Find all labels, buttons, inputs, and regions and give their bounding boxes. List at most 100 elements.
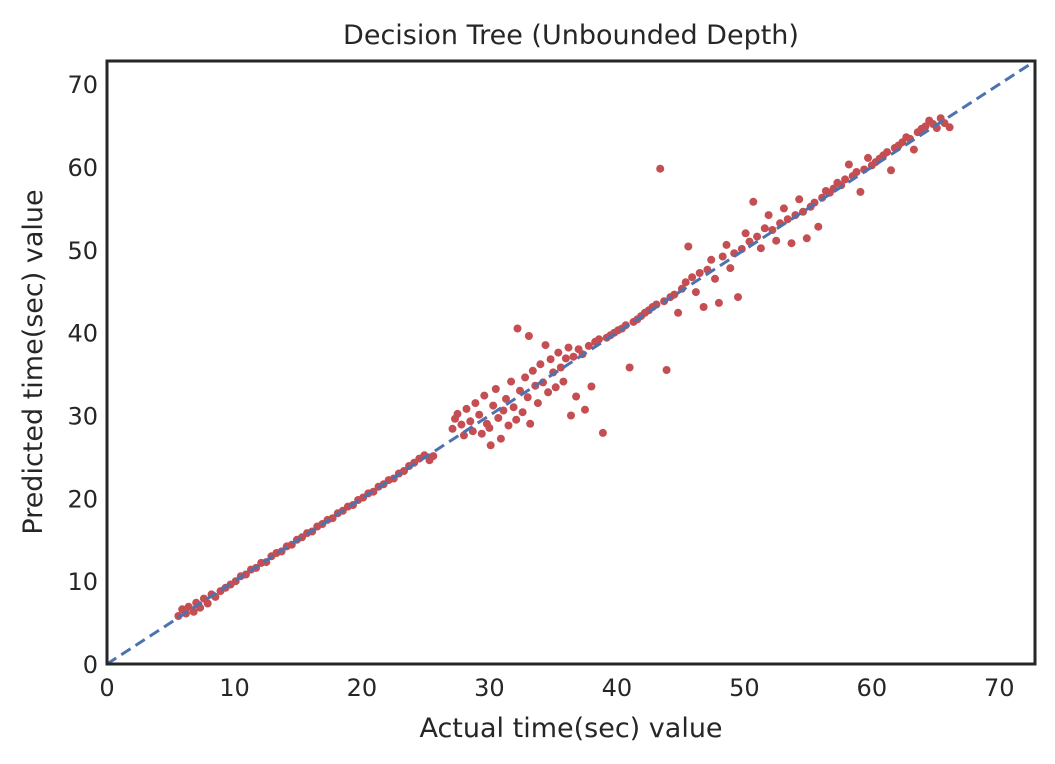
data-point <box>486 441 495 450</box>
data-point <box>864 153 872 162</box>
data-point <box>567 411 575 420</box>
y-tick-label: 60 <box>67 154 98 182</box>
data-point <box>561 354 570 363</box>
x-tick-label: 60 <box>857 674 888 702</box>
data-point <box>512 415 521 424</box>
data-point <box>480 391 489 400</box>
data-point <box>494 414 503 422</box>
data-point <box>787 239 796 248</box>
data-point <box>714 298 723 307</box>
data-point <box>844 160 853 169</box>
chart-title: Decision Tree (Unbounded Depth) <box>343 20 799 51</box>
data-point <box>764 211 773 220</box>
data-point <box>504 421 513 430</box>
data-point <box>772 236 781 245</box>
x-tick-label: 50 <box>729 674 760 702</box>
y-tick-label: 0 <box>83 651 98 679</box>
data-point <box>453 409 462 418</box>
data-point <box>841 175 850 184</box>
reference-line <box>106 59 1036 666</box>
data-point <box>462 404 471 413</box>
data-point <box>945 123 954 132</box>
y-axis-title: Predicted time(sec) value <box>18 189 49 534</box>
data-point <box>466 417 475 426</box>
data-point <box>536 360 545 369</box>
y-tick-label: 10 <box>67 568 98 596</box>
data-point <box>559 377 568 386</box>
data-point <box>457 420 466 429</box>
data-point <box>753 232 762 241</box>
data-point <box>887 166 895 175</box>
data-point <box>581 405 589 414</box>
data-point <box>707 255 716 264</box>
data-point <box>485 423 494 432</box>
data-point <box>662 366 671 374</box>
data-point <box>475 410 484 419</box>
data-point <box>756 244 765 253</box>
data-point <box>684 242 693 251</box>
x-axis-ticks: 0 10 20 30 40 50 60 70 <box>99 674 1014 702</box>
y-axis-ticks: 0 10 20 30 40 50 60 70 <box>67 71 98 679</box>
x-tick-label: 10 <box>219 674 250 702</box>
x-tick-label: 20 <box>347 674 378 702</box>
data-point <box>598 428 607 437</box>
data-point <box>814 222 823 231</box>
y-tick-label: 50 <box>67 237 98 265</box>
data-point <box>524 332 533 340</box>
x-tick-label: 70 <box>984 674 1015 702</box>
data-point <box>521 373 530 382</box>
data-point <box>779 204 788 213</box>
data-point <box>688 273 697 282</box>
data-point <box>584 341 593 350</box>
data-point <box>681 278 690 287</box>
data-point <box>513 324 522 333</box>
data-point <box>852 168 861 176</box>
data-point <box>674 308 683 317</box>
y-tick-label: 20 <box>67 485 98 513</box>
data-point <box>491 385 500 393</box>
data-point <box>695 269 704 277</box>
data-point <box>459 431 468 440</box>
data-point <box>564 343 573 352</box>
data-point <box>799 207 807 216</box>
x-tick-label: 40 <box>602 674 633 702</box>
data-point <box>760 224 769 233</box>
data-point <box>749 197 758 206</box>
data-point <box>783 215 792 224</box>
data-point <box>718 252 727 261</box>
plot-frame <box>105 59 1037 666</box>
data-point <box>569 352 578 361</box>
data-point <box>184 602 193 611</box>
data-point <box>448 424 457 433</box>
x-axis-title: Actual time(sec) value <box>419 713 722 744</box>
data-point <box>670 290 679 299</box>
data-point <box>541 341 550 350</box>
data-point <box>856 187 865 196</box>
data-point <box>471 399 480 408</box>
data-point <box>528 366 537 375</box>
data-point <box>652 300 661 309</box>
y-tick-label: 70 <box>67 71 98 99</box>
data-point <box>595 335 603 344</box>
data-point <box>741 229 750 238</box>
data-point <box>507 377 516 386</box>
data-point <box>400 467 408 475</box>
data-point <box>554 348 563 357</box>
data-point <box>203 599 212 608</box>
data-point <box>189 607 198 616</box>
data-point <box>795 195 804 204</box>
data-point <box>734 293 742 302</box>
data-point <box>699 303 708 311</box>
data-point <box>921 122 930 131</box>
data-point <box>572 392 581 401</box>
x-tick-label: 0 <box>99 674 114 702</box>
data-point <box>722 240 731 249</box>
data-point <box>711 274 719 283</box>
data-point <box>909 145 918 154</box>
data-point <box>489 401 498 410</box>
data-point <box>551 383 560 392</box>
data-point <box>546 355 555 364</box>
data-point <box>883 148 892 157</box>
y-tick-label: 40 <box>67 320 98 348</box>
